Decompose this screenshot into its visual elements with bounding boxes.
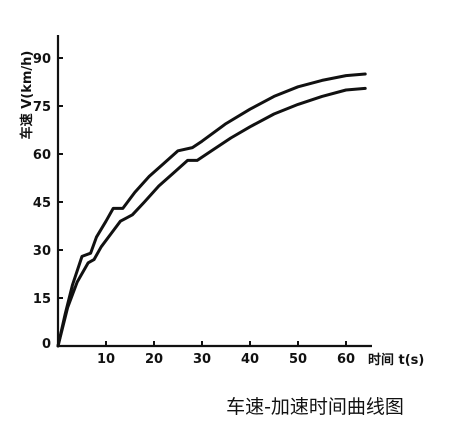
- x-ticks: 10 20 30 40 50 60: [97, 341, 355, 367]
- y-axis-title: 车速 V(km/h): [19, 51, 35, 140]
- x-tick-label: 20: [145, 352, 163, 367]
- series-lower-line: [56, 86, 367, 348]
- y-tick-label: 15: [33, 292, 51, 307]
- x-tick-label: 50: [289, 352, 307, 367]
- y-tick-label: 75: [33, 100, 51, 115]
- y-tick-label: 90: [33, 52, 51, 67]
- x-tick-label: 10: [97, 352, 115, 367]
- axes: [56, 35, 372, 348]
- x-axis-title: 时间 t(s): [368, 352, 424, 368]
- series-group: [56, 72, 367, 348]
- x-tick-label: 40: [241, 352, 259, 367]
- y-tick-label: 60: [33, 148, 51, 163]
- y-tick-label: 45: [33, 196, 51, 211]
- y-tick-label: 30: [33, 244, 51, 259]
- chart-caption: 车速-加速时间曲线图: [226, 396, 404, 418]
- series-upper-line: [56, 72, 367, 348]
- y-tick-label: 0: [42, 337, 51, 352]
- x-tick-label: 30: [193, 352, 211, 367]
- x-tick-label: 60: [337, 352, 355, 367]
- y-ticks: 0 15 30 45 60 75 90: [33, 52, 63, 352]
